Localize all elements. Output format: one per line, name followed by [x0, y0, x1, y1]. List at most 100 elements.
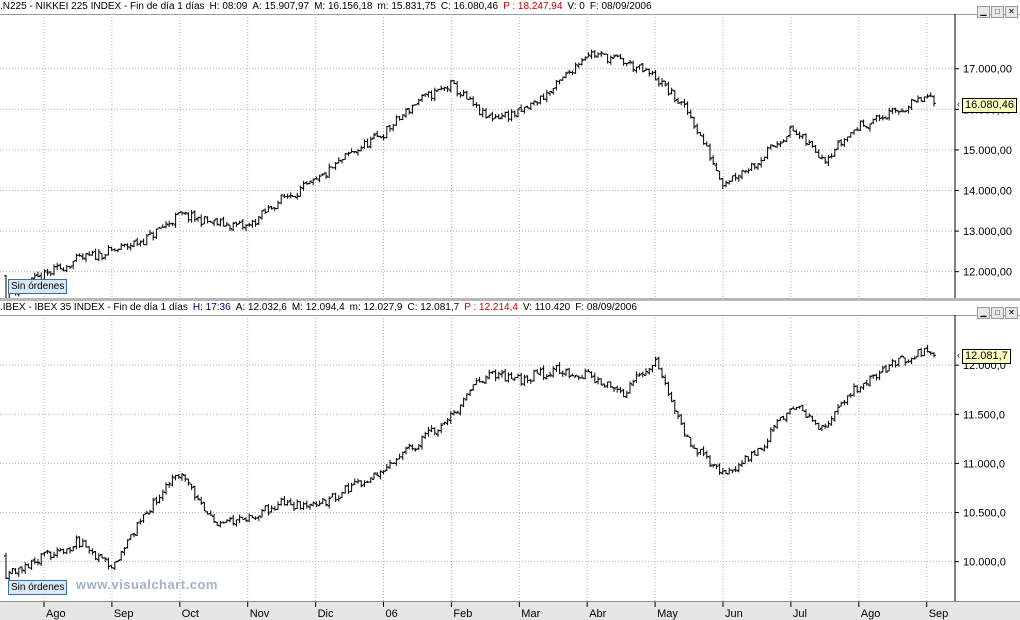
ohlc-bar: [276, 201, 280, 209]
ohlc-bar: [890, 359, 894, 367]
ohlc-bar: [567, 368, 571, 379]
ohlc-bar: [836, 140, 840, 150]
ohlc-bar: [769, 144, 773, 149]
ohlc-bar: [481, 108, 485, 118]
ohlc-bar: [487, 370, 491, 380]
ohlc-bar: [462, 398, 466, 408]
header-field: F: 08/09/2006: [575, 302, 637, 313]
ohlc-bar: [759, 157, 763, 167]
header-field: P : 18.247,94: [503, 1, 562, 12]
ohlc-bar: [254, 219, 258, 227]
ohlc-bar: [308, 504, 312, 510]
last-price-arrow-icon: ‹: [957, 350, 960, 360]
ohlc-bar: [209, 510, 213, 516]
ohlc-bar: [926, 94, 930, 98]
ohlc-bar: [407, 108, 411, 115]
ohlc-bar: [346, 483, 350, 494]
ohlc-bar: [257, 216, 261, 225]
ohlc-bar: [820, 425, 824, 431]
visualchart-watermark: www.visualchart.com: [76, 577, 218, 592]
ohlc-bar: [570, 374, 574, 376]
ohlc-bar: [846, 395, 850, 405]
ohlc-bar: [721, 468, 725, 475]
ohlc-bar: [327, 164, 331, 178]
y-tick-label: 17.000,00: [963, 64, 1012, 76]
ohlc-bar: [801, 405, 805, 411]
ohlc-bar: [734, 173, 738, 181]
ibex-chart[interactable]: 10.000,010.500,011.000,011.500,012.000,0: [0, 315, 1020, 601]
ohlc-bar: [327, 496, 331, 508]
header-field: m: 15.831,75: [377, 1, 435, 12]
ohlc-bar: [238, 515, 242, 523]
ohlc-bar: [510, 372, 514, 379]
ohlc-bar: [474, 378, 478, 385]
ohlc-bar: [218, 218, 222, 226]
ohlc-bar: [449, 80, 453, 93]
ohlc-bar: [449, 411, 453, 424]
nikkei-panel: .N225 - NIKKEI 225 INDEX - Fin de día 1 …: [0, 0, 1020, 298]
ohlc-bar: [545, 90, 549, 102]
ohlc-bar: [823, 424, 827, 429]
ohlc-bar: [199, 497, 203, 505]
ohlc-bar: [212, 220, 216, 226]
x-tick-label: Ago: [861, 608, 881, 620]
ohlc-bar: [817, 423, 821, 430]
ohlc-bar: [830, 416, 834, 426]
nikkei-chart[interactable]: 12.000,0013.000,0014.000,0015.000,0016.0…: [0, 14, 1020, 298]
ohlc-bar: [247, 514, 251, 522]
ohlc-bar: [807, 140, 811, 145]
ohlc-bar: [388, 460, 392, 469]
ohlc-bar: [442, 87, 446, 91]
header-field: .N225 - NIKKEI 225 INDEX - Fin de día 1 …: [0, 1, 205, 12]
ohlc-bar: [919, 97, 923, 101]
ohlc-bar: [625, 391, 629, 398]
y-tick-label: 13.000,00: [963, 226, 1012, 238]
ohlc-bar: [231, 515, 235, 526]
ohlc-bar: [433, 88, 437, 102]
ohlc-bar: [36, 559, 40, 565]
ohlc-bar: [321, 498, 325, 504]
ohlc-bar: [574, 62, 578, 73]
nikkei-orders-badge[interactable]: Sin órdenes: [8, 279, 67, 294]
ibex-orders-badge[interactable]: Sin órdenes: [8, 580, 67, 595]
ohlc-series: [4, 345, 936, 581]
ohlc-bar: [4, 553, 8, 579]
ohlc-bar: [820, 155, 824, 160]
ohlc-bar: [222, 217, 226, 227]
ohlc-bar: [484, 375, 488, 383]
ohlc-bar: [135, 522, 139, 536]
x-tick-label: Feb: [453, 608, 472, 620]
ohlc-bar: [337, 495, 341, 501]
ohlc-bar: [766, 146, 770, 159]
ohlc-bar: [692, 117, 696, 129]
ohlc-bar: [231, 222, 235, 231]
ohlc-bar: [388, 125, 392, 132]
ohlc-bar: [836, 404, 840, 414]
ohlc-bar: [298, 185, 302, 196]
ohlc-bar: [542, 365, 546, 380]
ohlc-bar: [68, 266, 72, 269]
header-field: m: 12.027,9: [350, 302, 403, 313]
ohlc-bar: [359, 480, 363, 487]
ohlc-bar: [772, 425, 776, 431]
ohlc-bar: [87, 546, 91, 554]
header-field: M: 16.156,18: [314, 1, 372, 12]
ohlc-bar: [206, 216, 210, 223]
ohlc-bar: [446, 86, 450, 92]
ohlc-bar: [778, 417, 782, 421]
ohlc-bar: [135, 238, 139, 246]
ohlc-bar: [580, 375, 584, 378]
ohlc-bar: [791, 126, 795, 131]
ohlc-bar: [817, 149, 821, 158]
ohlc-bar: [215, 218, 219, 226]
ohlc-bar: [17, 568, 21, 577]
ohlc-bar: [439, 85, 443, 90]
nikkei-header: .N225 - NIKKEI 225 INDEX - Fin de día 1 …: [0, 0, 1020, 15]
ohlc-bar: [110, 247, 114, 251]
x-tick-label: Ago: [46, 608, 66, 620]
ohlc-bar: [154, 497, 158, 505]
last-price-arrow-icon: ‹: [957, 99, 960, 109]
ohlc-bar: [266, 504, 270, 516]
ohlc-bar: [126, 539, 130, 548]
ohlc-bar: [798, 406, 802, 409]
